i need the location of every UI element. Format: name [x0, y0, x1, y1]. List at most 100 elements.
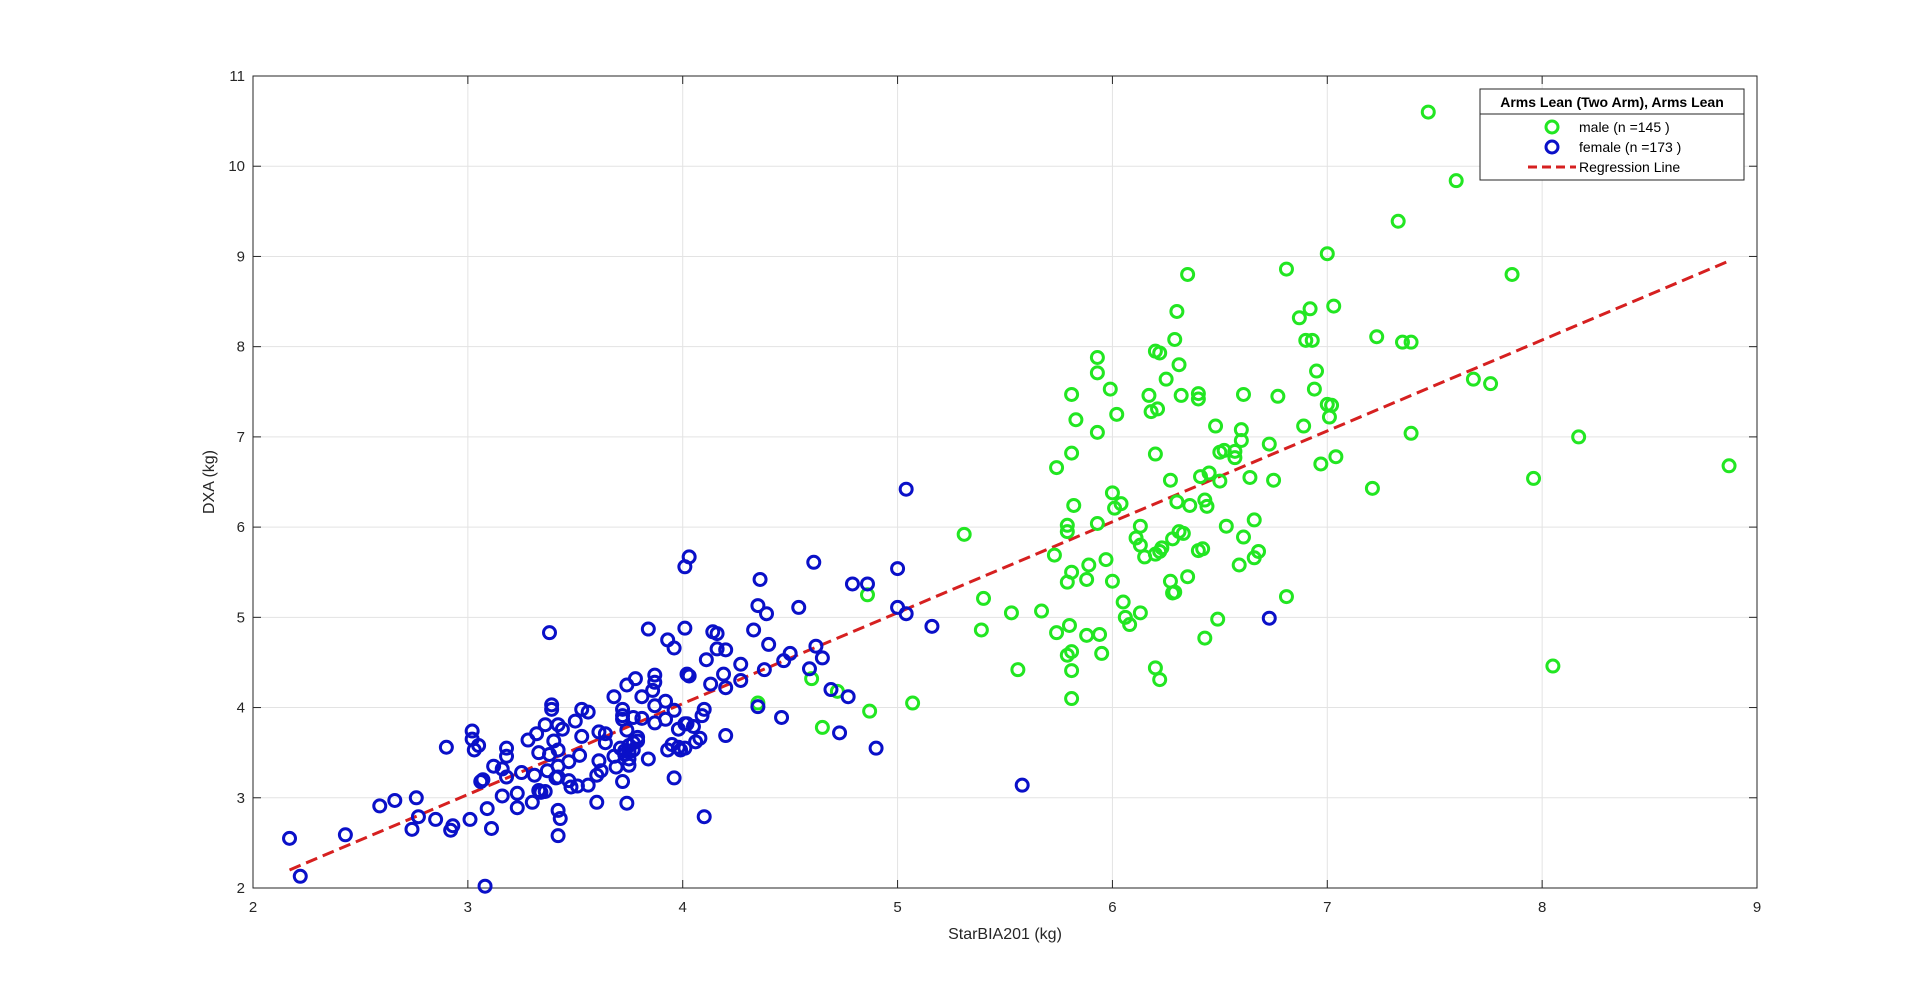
female-point — [647, 698, 663, 714]
male-point — [1180, 266, 1196, 282]
female-point — [537, 783, 553, 799]
male-point — [1169, 494, 1185, 510]
male-point — [1089, 424, 1105, 440]
y-tick-label: 6 — [237, 519, 245, 536]
male-point — [1010, 662, 1026, 678]
female-point — [542, 746, 558, 762]
male-point — [1309, 363, 1325, 379]
male-point — [1270, 388, 1286, 404]
female-point — [483, 820, 499, 836]
x-axis-label: StarBIA201 (kg) — [948, 926, 1062, 943]
female-point — [550, 802, 566, 818]
male-point — [1448, 173, 1464, 189]
male-point — [1061, 617, 1077, 633]
female-point — [634, 710, 650, 726]
female-point — [615, 774, 631, 790]
female-point — [647, 715, 663, 731]
female-point — [524, 794, 540, 810]
male-point — [1102, 381, 1118, 397]
male-point — [1261, 436, 1277, 452]
y-tick-label: 10 — [228, 158, 245, 175]
female-point — [709, 641, 725, 657]
female-point — [539, 763, 555, 779]
regression-line — [288, 259, 1730, 872]
axis-ticks: 2 3 4 5 6 7 8 9 2 3 4 5 6 7 8 9 10 11 — [228, 68, 1761, 916]
female-point — [621, 757, 637, 773]
legend-label-female: female (n =173 ) — [1579, 139, 1681, 155]
male-point — [1403, 334, 1419, 350]
y-tick-label: 2 — [237, 880, 245, 897]
female-point — [567, 713, 583, 729]
female-point — [387, 792, 403, 808]
female-point — [696, 809, 712, 825]
female-point — [550, 828, 566, 844]
male-point — [1296, 418, 1312, 434]
male-point — [1081, 557, 1097, 573]
male-point — [1049, 460, 1065, 476]
female-point — [640, 621, 656, 637]
male-point — [1193, 469, 1209, 485]
female-point — [733, 656, 749, 672]
female-point — [791, 599, 807, 615]
male-point — [905, 695, 921, 711]
female-point — [808, 638, 824, 654]
female-point — [840, 689, 856, 705]
legend-label-regression: Regression Line — [1579, 159, 1680, 175]
female-point — [698, 652, 714, 668]
female-point — [619, 795, 635, 811]
y-tick-label: 9 — [237, 248, 245, 265]
legend-box — [1479, 88, 1745, 181]
male-point — [1115, 594, 1131, 610]
female-point — [597, 735, 613, 751]
male-point — [1173, 387, 1189, 403]
male-point — [1066, 497, 1082, 513]
female-point — [718, 680, 734, 696]
male-point — [1306, 381, 1322, 397]
grid-lines — [253, 76, 1757, 888]
male-point — [1152, 672, 1168, 688]
male-point — [1059, 574, 1075, 590]
male-point — [1246, 550, 1262, 566]
female-point — [563, 779, 579, 795]
female-point — [1014, 777, 1030, 793]
y-tick-label: 4 — [237, 700, 245, 717]
male-point — [1003, 605, 1019, 621]
male-point — [1094, 645, 1110, 661]
female-point — [408, 790, 424, 806]
male-point — [1526, 470, 1542, 486]
male-point — [1369, 329, 1385, 345]
female-point — [801, 661, 817, 677]
x-tick-label: 6 — [1108, 899, 1116, 916]
female-point — [924, 618, 940, 634]
male-point — [1212, 444, 1228, 460]
male-point — [1721, 458, 1737, 474]
male-point — [1321, 409, 1337, 425]
male-point — [1068, 412, 1084, 428]
male-point — [1266, 472, 1282, 488]
female-point — [537, 717, 553, 733]
female-point — [844, 576, 860, 592]
male-point — [1143, 404, 1159, 420]
male-point — [1049, 625, 1065, 641]
female-point — [499, 740, 515, 756]
male-point — [1326, 298, 1342, 314]
female-point — [499, 769, 515, 785]
female-point — [292, 868, 308, 884]
female-point — [520, 732, 536, 748]
x-tick-label: 3 — [464, 899, 472, 916]
male-point — [1064, 386, 1080, 402]
female-point — [666, 770, 682, 786]
female-point — [774, 709, 790, 725]
male-point — [814, 719, 830, 735]
male-point — [1165, 531, 1181, 547]
male-point — [804, 671, 820, 687]
female-point — [832, 725, 848, 741]
female-point — [718, 728, 734, 744]
male-point — [1152, 345, 1168, 361]
female-point — [494, 788, 510, 804]
male-point — [1231, 557, 1247, 573]
male-point — [1137, 549, 1153, 565]
male-point — [1162, 472, 1178, 488]
